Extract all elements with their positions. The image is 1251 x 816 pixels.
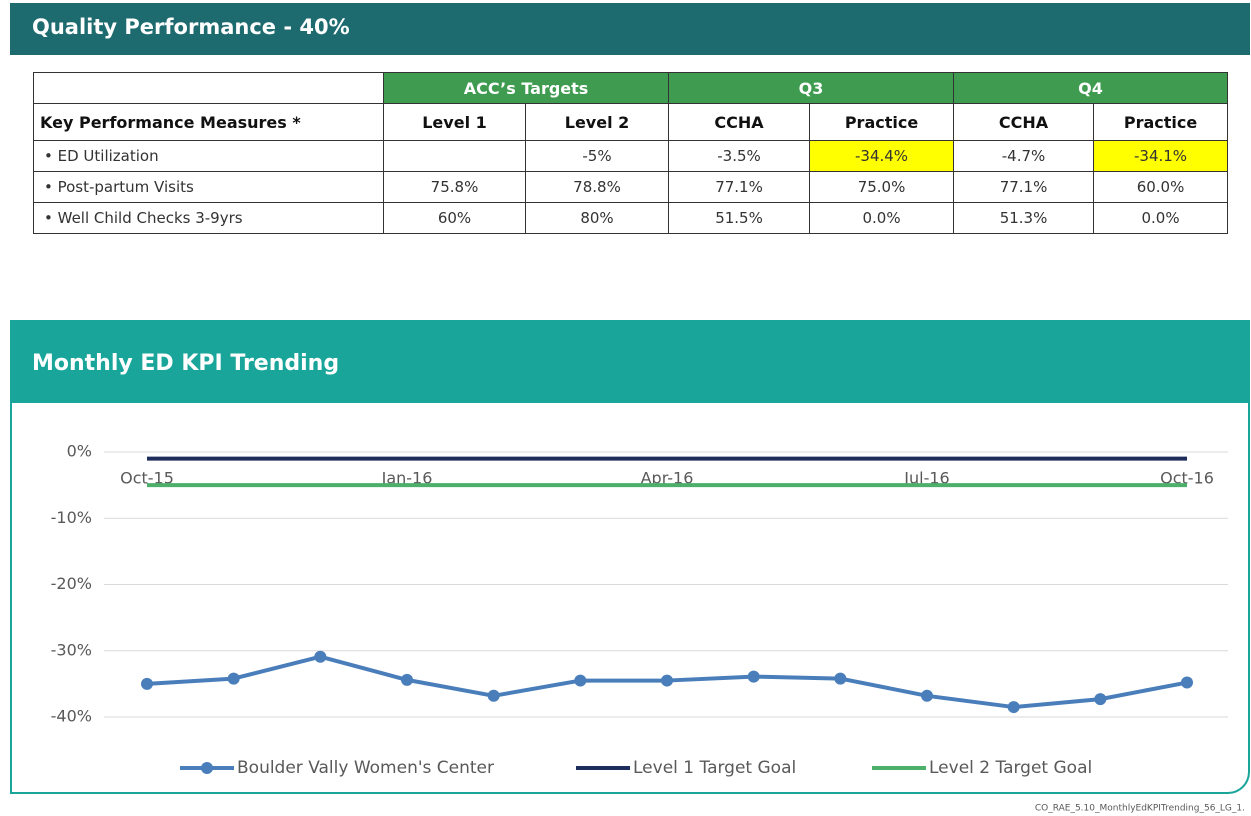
- cell: 77.1%: [668, 171, 811, 203]
- group-row: ACC’s Targets Q3 Q4: [33, 72, 1229, 104]
- data-point: [227, 672, 240, 685]
- data-point: [661, 674, 673, 687]
- kpi-table: ACC’s Targets Q3 Q4 Key Performance Meas…: [33, 72, 1229, 234]
- cell: 51.3%: [953, 202, 1095, 234]
- column-header: Practice: [1093, 103, 1229, 141]
- legend-marker: [201, 762, 213, 774]
- data-point: [921, 689, 933, 702]
- legend-label: Level 2 Target Goal: [929, 758, 1092, 778]
- legend-label: Level 1 Target Goal: [633, 758, 796, 778]
- column-header: Level 1: [383, 103, 526, 141]
- cell: 77.1%: [953, 171, 1095, 203]
- cell: [383, 140, 526, 172]
- column-header: Practice: [809, 103, 955, 141]
- row: • Well Child Checks 3-9yrs 60% 80% 51.5%…: [33, 202, 1229, 234]
- cell: • ED Utilization: [33, 140, 384, 172]
- data-point: [574, 674, 587, 687]
- y-tick-label: 0%: [67, 442, 92, 461]
- cell: -4.7%: [953, 140, 1095, 172]
- y-tick-label: -20%: [51, 574, 92, 593]
- chart-panel: [10, 320, 1250, 794]
- legend-label: Boulder Vally Women's Center: [237, 758, 494, 778]
- column-header: Level 2: [524, 103, 670, 141]
- chart-header: Monthly ED KPI Trending: [10, 320, 1250, 403]
- x-tick-label: Oct-15: [120, 469, 174, 488]
- data-point: [487, 689, 500, 702]
- blank-cell: [33, 72, 384, 104]
- data-point: [1181, 676, 1193, 689]
- x-tick-label: Apr-16: [641, 469, 694, 488]
- cell: -5%: [524, 140, 670, 172]
- y-tick-label: -40%: [51, 707, 92, 726]
- row: • ED Utilization -5% -3.5% -34.4% -4.7% …: [33, 140, 1229, 172]
- x-tick-label: Jul-16: [903, 469, 949, 488]
- column-row: Key Performance Measures * Level 1 Level…: [33, 103, 1229, 141]
- cell: -34.4%: [809, 140, 955, 172]
- group-header: ACC’s Targets: [382, 72, 670, 104]
- banner-title: Quality Performance - 40%: [32, 15, 350, 39]
- data-point: [1007, 701, 1020, 714]
- y-tick-label: -30%: [51, 640, 92, 659]
- data-point: [747, 670, 760, 683]
- row: • Post-partum Visits 75.8% 78.8% 77.1% 7…: [33, 171, 1229, 203]
- cell: • Well Child Checks 3-9yrs: [33, 202, 384, 234]
- footer-text: CO_RAE_5.10_MonthlyEdKPITrending_56_LG_1…: [1035, 804, 1245, 814]
- data-point: [401, 673, 413, 686]
- data-point: [314, 650, 327, 663]
- cell: -34.1%: [1093, 140, 1229, 172]
- data-point: [141, 677, 153, 690]
- x-tick-label: Jan-16: [381, 469, 433, 488]
- cell: -3.5%: [668, 140, 811, 172]
- group-header: Q4: [953, 72, 1229, 104]
- banner: Quality Performance - 40%: [10, 3, 1250, 55]
- cell: 80%: [524, 202, 670, 234]
- chart-title: Monthly ED KPI Trending: [32, 351, 340, 376]
- cell: 0.0%: [809, 202, 955, 234]
- data-point: [834, 672, 847, 685]
- data-point: [1094, 693, 1107, 706]
- cell: 0.0%: [1093, 202, 1229, 234]
- y-tick-label: -10%: [51, 508, 92, 527]
- cell: 51.5%: [668, 202, 811, 234]
- x-tick-label: Oct-16: [1160, 469, 1214, 488]
- cell: 75.0%: [809, 171, 955, 203]
